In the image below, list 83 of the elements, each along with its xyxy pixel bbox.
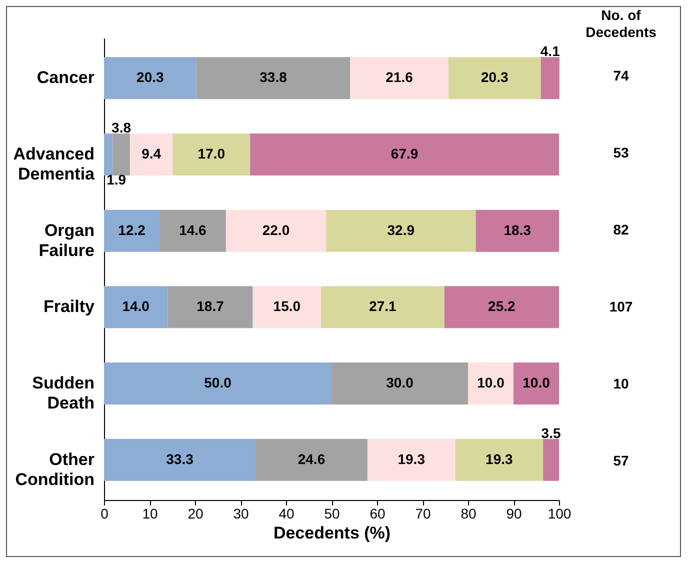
text: 82 — [613, 222, 629, 238]
bar — [226, 210, 326, 252]
data-label: 20.3 — [136, 69, 164, 86]
data-label: 50.0 — [204, 374, 232, 391]
y-tick-label: Other Condition — [15, 450, 95, 489]
data-label: 3.5 — [541, 424, 561, 441]
data-label: 14.0 — [122, 298, 150, 314]
text: 74 — [613, 68, 629, 84]
data-label: 10.0 — [522, 374, 550, 391]
bar — [476, 210, 559, 252]
y-tick-label: Advanced Dementia — [13, 144, 96, 184]
x-tick-label: 0 — [100, 506, 109, 522]
text: 10 — [613, 376, 629, 392]
bar — [514, 362, 559, 405]
bar — [326, 210, 476, 252]
bar — [104, 133, 113, 176]
x-tick-label: 30 — [233, 506, 249, 522]
x-tick-label: 70 — [415, 506, 431, 522]
bar — [172, 133, 250, 176]
x-tick-label: 40 — [278, 506, 294, 522]
data-label: 19.3 — [486, 450, 514, 467]
bar — [168, 286, 253, 328]
bar — [252, 286, 322, 328]
y-tick-label: Sudden Death — [32, 374, 94, 413]
text: 53 — [613, 144, 629, 160]
bar — [350, 57, 448, 100]
bar — [104, 286, 168, 328]
data-label: 1.9 — [106, 171, 126, 188]
data-label: 24.6 — [298, 450, 326, 467]
y-tick-label: Cancer — [36, 68, 95, 88]
bar — [104, 57, 196, 100]
x-tick-label: 10 — [142, 506, 158, 522]
text: No. of Decedents — [586, 7, 657, 40]
bar — [540, 57, 560, 100]
bar — [256, 438, 368, 481]
data-label: 18.7 — [196, 298, 224, 314]
text: 57 — [613, 452, 629, 468]
x-tick-label: 100 — [548, 506, 572, 522]
x-tick-label: 80 — [460, 506, 476, 522]
data-label: 18.3 — [504, 222, 532, 238]
data-label: 67.9 — [390, 145, 418, 162]
bar — [444, 286, 559, 328]
x-tick-label: 90 — [506, 506, 522, 522]
data-label: 10.0 — [477, 374, 505, 391]
data-label: 3.8 — [112, 119, 132, 136]
bar — [196, 57, 350, 100]
data-label: 19.3 — [398, 450, 426, 467]
x-tick-label: 20 — [188, 506, 204, 522]
x-tick-label: 60 — [370, 506, 386, 522]
bar — [455, 438, 544, 481]
data-label: 27.1 — [369, 298, 397, 314]
data-label: 12.2 — [118, 222, 146, 238]
data-label: 22.0 — [262, 222, 290, 238]
bar — [367, 438, 456, 481]
data-label: 21.6 — [386, 69, 414, 86]
data-label: 33.3 — [166, 450, 194, 467]
data-label: 17.0 — [198, 145, 226, 162]
data-label: 9.4 — [142, 145, 162, 162]
text: 107 — [609, 298, 633, 314]
bar — [112, 133, 130, 176]
data-label: 33.8 — [260, 69, 288, 86]
bar — [104, 438, 256, 481]
bar — [332, 362, 468, 405]
data-label: 20.3 — [480, 69, 508, 86]
data-label: 32.9 — [387, 222, 415, 238]
x-axis-title: Decedents (%) — [273, 524, 391, 542]
bar — [543, 438, 559, 481]
bar — [250, 133, 559, 176]
bar — [448, 57, 541, 100]
data-label: 25.2 — [488, 298, 516, 314]
bar — [130, 133, 173, 176]
bar — [321, 286, 444, 328]
bar — [104, 210, 160, 252]
data-label: 30.0 — [386, 374, 414, 391]
bar — [160, 210, 226, 252]
data-label: 14.6 — [179, 222, 207, 238]
data-label: 4.1 — [540, 43, 560, 60]
bar — [468, 362, 514, 405]
x-tick-label: 50 — [324, 506, 340, 522]
y-tick-label: Organ Failure — [38, 220, 94, 260]
y-tick-label: Frailty — [43, 297, 96, 316]
data-label: 15.0 — [273, 298, 301, 314]
bar — [104, 362, 332, 405]
